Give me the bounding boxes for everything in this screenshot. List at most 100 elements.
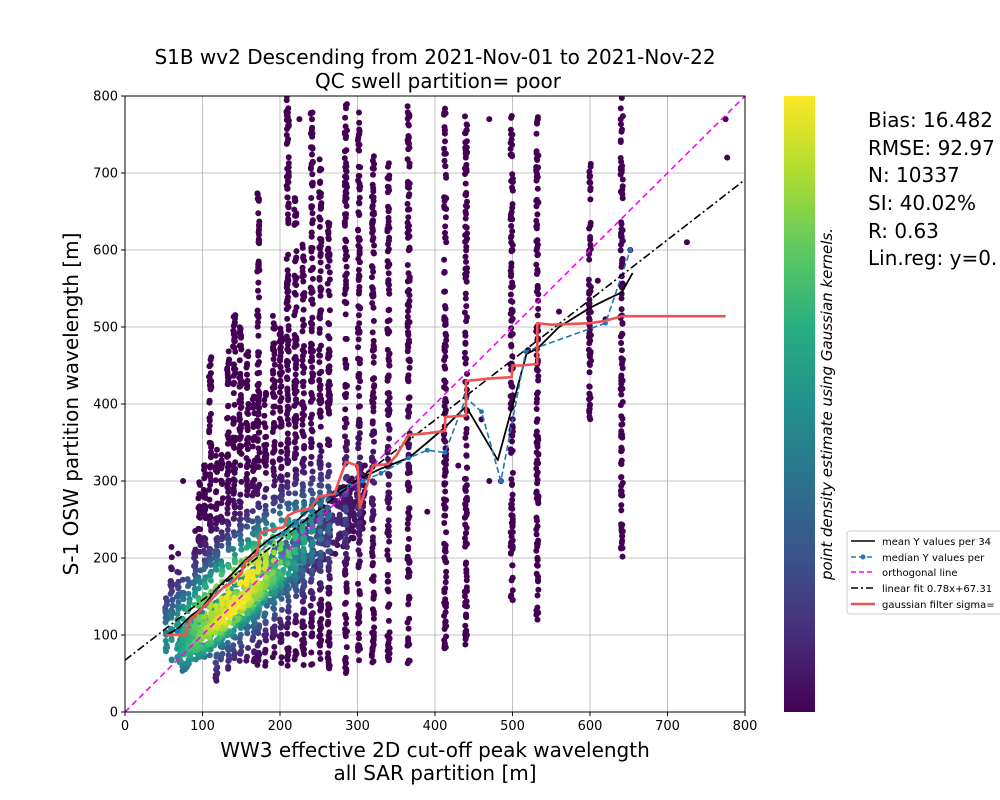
density-point bbox=[370, 400, 377, 406]
density-point bbox=[195, 585, 202, 592]
density-point bbox=[251, 648, 258, 655]
density-point bbox=[196, 613, 203, 620]
density-point bbox=[370, 337, 377, 344]
density-point bbox=[587, 241, 594, 248]
density-point bbox=[231, 559, 238, 566]
density-point bbox=[442, 618, 449, 625]
density-point bbox=[406, 364, 413, 371]
density-point bbox=[249, 508, 256, 515]
density-point bbox=[230, 642, 237, 649]
x-tick-label: 800 bbox=[733, 719, 758, 734]
density-point bbox=[230, 515, 237, 522]
density-point bbox=[262, 574, 269, 581]
density-point bbox=[404, 553, 411, 560]
density-point bbox=[442, 214, 449, 221]
density-point bbox=[226, 610, 233, 617]
density-point bbox=[206, 429, 213, 436]
density-point bbox=[587, 179, 594, 186]
density-point bbox=[284, 315, 291, 322]
density-point bbox=[586, 390, 593, 397]
density-point bbox=[326, 410, 333, 417]
colorbar bbox=[784, 96, 815, 712]
stat-linreg: Lin.reg: y=0. bbox=[868, 246, 997, 270]
density-point bbox=[218, 542, 225, 549]
density-point bbox=[405, 625, 412, 632]
density-point bbox=[617, 105, 624, 112]
median-marker bbox=[267, 540, 273, 545]
density-point bbox=[443, 573, 450, 580]
density-point bbox=[508, 501, 515, 508]
chart-title-line-2: QC swell partition= poor bbox=[315, 69, 562, 93]
density-point bbox=[463, 598, 470, 605]
density-point bbox=[617, 139, 624, 145]
density-point bbox=[509, 153, 516, 160]
density-point bbox=[441, 554, 448, 561]
density-point bbox=[278, 339, 285, 345]
density-point bbox=[225, 360, 232, 367]
density-point bbox=[533, 449, 540, 456]
density-point bbox=[619, 330, 626, 337]
density-point bbox=[316, 519, 323, 526]
density-point bbox=[464, 203, 470, 210]
density-point bbox=[254, 307, 261, 314]
density-point bbox=[254, 568, 261, 575]
density-point bbox=[255, 279, 262, 286]
density-point bbox=[254, 491, 261, 498]
density-point bbox=[405, 247, 412, 254]
density-point bbox=[292, 617, 299, 623]
density-point bbox=[619, 553, 626, 560]
density-point bbox=[262, 627, 269, 634]
density-point bbox=[219, 481, 226, 487]
density-point bbox=[307, 110, 314, 117]
stats-box: Bias: 16.482 RMSE: 92.97 N: 10337 SI: 40… bbox=[868, 108, 997, 270]
density-point bbox=[301, 365, 308, 371]
density-point bbox=[255, 287, 261, 294]
density-point bbox=[299, 316, 306, 323]
density-point bbox=[317, 413, 324, 420]
density-point bbox=[534, 211, 541, 218]
density-point bbox=[316, 167, 323, 174]
density-point bbox=[618, 457, 625, 464]
density-point bbox=[355, 344, 362, 351]
density-point bbox=[226, 535, 232, 542]
density-point bbox=[285, 154, 292, 161]
density-point bbox=[534, 395, 540, 402]
density-point bbox=[238, 346, 245, 353]
density-point bbox=[356, 320, 363, 327]
density-point bbox=[317, 423, 324, 430]
density-point bbox=[508, 476, 515, 483]
density-point bbox=[200, 506, 207, 513]
density-point bbox=[404, 115, 411, 122]
density-point bbox=[724, 154, 731, 161]
density-point bbox=[356, 657, 362, 664]
density-point bbox=[324, 473, 331, 480]
density-point bbox=[291, 481, 298, 488]
density-point bbox=[236, 580, 243, 587]
density-point bbox=[251, 655, 258, 662]
density-point bbox=[237, 631, 244, 638]
density-point bbox=[585, 276, 592, 283]
density-point bbox=[384, 586, 391, 593]
density-point bbox=[308, 248, 315, 255]
density-point bbox=[230, 497, 237, 504]
density-point bbox=[462, 253, 469, 260]
density-point bbox=[325, 555, 332, 562]
density-point bbox=[371, 242, 378, 249]
density-point bbox=[244, 487, 251, 494]
stat-n: N: 10337 bbox=[868, 163, 960, 187]
density-point bbox=[225, 564, 232, 571]
density-point bbox=[316, 156, 323, 163]
density-point bbox=[618, 372, 625, 379]
density-point bbox=[442, 138, 448, 145]
density-point bbox=[509, 529, 516, 536]
density-point bbox=[168, 656, 175, 663]
density-point bbox=[307, 348, 314, 355]
density-point bbox=[235, 615, 242, 622]
density-point bbox=[278, 517, 285, 524]
density-point bbox=[509, 481, 516, 487]
density-point bbox=[202, 542, 209, 549]
density-point bbox=[317, 352, 324, 359]
density-point bbox=[207, 577, 214, 584]
density-point bbox=[168, 566, 175, 573]
density-point bbox=[185, 590, 192, 597]
